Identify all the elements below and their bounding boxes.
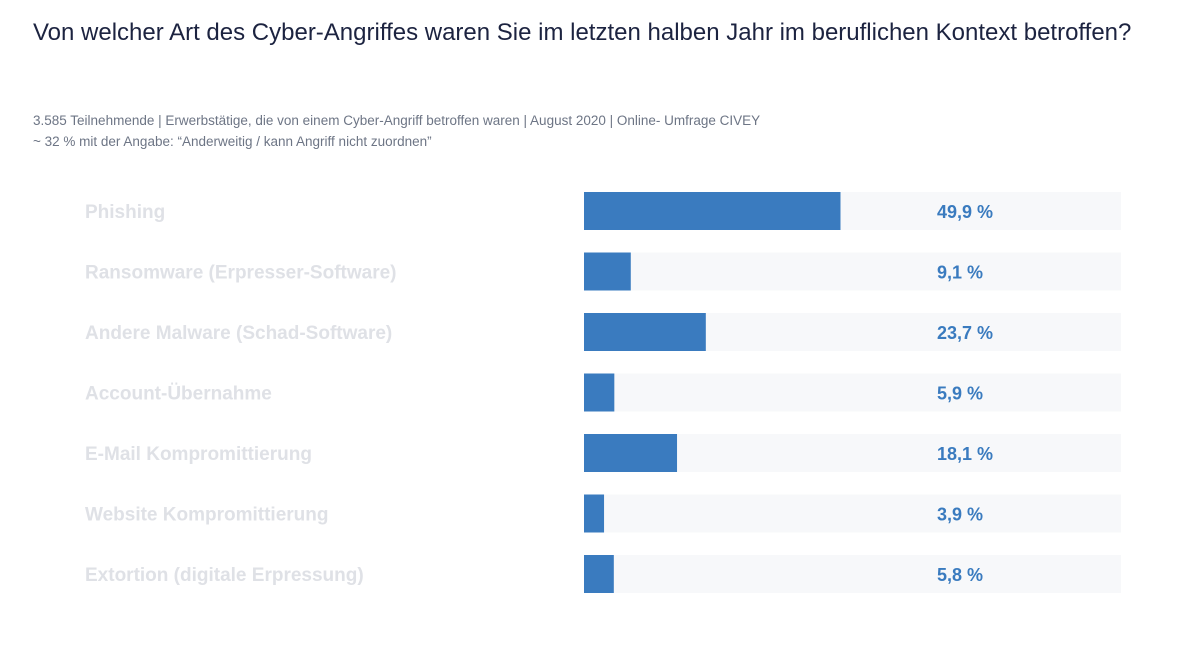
- category-label: E-Mail Kompromittierung: [85, 444, 312, 465]
- bar: [584, 555, 614, 593]
- category-label: Account-Übernahme: [85, 384, 272, 405]
- bar: [584, 373, 615, 412]
- category-label: Extortion (digitale Erpressung): [85, 565, 364, 586]
- bar-row: E-Mail Kompromittierung 18,1 %: [85, 434, 1121, 472]
- bar: [584, 434, 678, 472]
- bar-track: [584, 494, 1121, 533]
- bar-track: [584, 555, 1121, 593]
- value-label: 5,8 %: [937, 565, 983, 585]
- bar-row: Ransomware (Erpresser-Software) 9,1 %: [85, 252, 1121, 291]
- value-label: 5,9 %: [937, 384, 983, 404]
- bar-track: [584, 252, 1121, 291]
- category-label: Phishing: [85, 202, 165, 223]
- chart-title: Von welcher Art des Cyber-Angriffes ware…: [33, 19, 1132, 46]
- category-label: Website Kompromittierung: [85, 505, 329, 526]
- category-label: Ransomware (Erpresser-Software): [85, 263, 397, 284]
- bar-row: Account-Übernahme 5,9 %: [85, 373, 1121, 412]
- value-label: 18,1 %: [937, 444, 993, 464]
- category-label: Andere Malware (Schad-Software): [85, 323, 392, 344]
- subtitle-line-1: 3.585 Teilnehmende | Erwerbstätige, die …: [33, 113, 761, 128]
- bar-track: [584, 373, 1121, 412]
- value-label: 9,1 %: [937, 263, 983, 283]
- bar: [584, 192, 841, 230]
- bar-row: Phishing 49,9 %: [85, 192, 1121, 230]
- bar-row: Extortion (digitale Erpressung) 5,8 %: [85, 555, 1121, 593]
- bar-row: Website Kompromittierung 3,9 %: [85, 494, 1121, 533]
- bar-row: Andere Malware (Schad-Software) 23,7 %: [85, 313, 1121, 351]
- chart-subtitle: 3.585 Teilnehmende | Erwerbstätige, die …: [33, 110, 760, 152]
- value-label: 3,9 %: [937, 505, 983, 525]
- value-label: 23,7 %: [937, 323, 993, 343]
- bar: [584, 252, 631, 291]
- subtitle-line-2: ~ 32 % mit der Angabe: “Anderweitig / ka…: [33, 134, 432, 149]
- bar: [584, 313, 706, 351]
- bar: [584, 494, 605, 533]
- value-label: 49,9 %: [937, 202, 993, 222]
